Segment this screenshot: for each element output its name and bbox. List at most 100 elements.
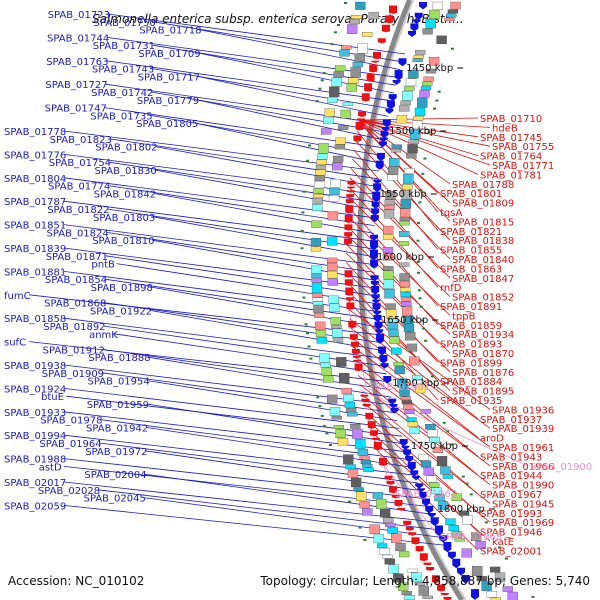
gene-label-text: fumC: [4, 291, 31, 302]
feature-track-1: [382, 1, 501, 600]
gene-label-text: SPAB_01900: [530, 462, 592, 473]
gene-label-left: pntB: [91, 260, 115, 271]
gene-label-right: SPAB_01993: [480, 509, 542, 520]
gene-label-right: rnfD: [440, 283, 462, 294]
gene-label-right: SPAB_01781: [480, 170, 542, 181]
gene-label-text: SPAB_01943: [480, 452, 542, 463]
gene-label-text: SPAB_01763: [46, 57, 108, 68]
scale-tick-label: 1650 kbp: [381, 315, 428, 326]
gene-label-text: SPAB_01851: [4, 221, 66, 232]
gene-label-text: SPAB_01892: [43, 322, 105, 333]
gene-label-left: SPAB_01804: [4, 174, 66, 185]
gene-connector: [345, 233, 451, 335]
gene-label-text: SPAB_01744: [47, 33, 109, 44]
gene-label-right: SPAB_01788: [452, 180, 514, 191]
gene-label-left: SPAB_01909: [42, 369, 104, 380]
gene-connector: [63, 224, 375, 265]
gene-label-text: SPAB_01990: [492, 481, 554, 492]
gene-connector: [109, 138, 379, 180]
gene-label-text: SPAB_01815: [452, 217, 514, 228]
gene-label-right: SPAB_01899: [440, 358, 502, 369]
gene-label-left: SPAB_01754: [49, 158, 111, 169]
gene-label-text: SPAB_01881: [4, 267, 66, 278]
gene-connector: [154, 169, 376, 211]
gene-label-pink: SPAB_01968: [440, 532, 502, 543]
gene-label-right: SPAB_01821: [440, 227, 502, 238]
gene-connector: [356, 130, 439, 232]
gene-label-text: SPAB_01863: [440, 264, 502, 275]
gene-label-text: SPAB_01802: [95, 143, 157, 154]
gene-label-left: SPAB_01747: [45, 104, 107, 115]
gene-label-left: SPAB_01774: [48, 182, 110, 193]
gene-label-left: SPAB_01718: [139, 26, 201, 37]
gene-label-left: SPAB_01779: [137, 96, 199, 107]
gene-connector: [358, 119, 479, 175]
gene-label-text: SPAB_01824: [47, 228, 109, 239]
gene-label-text: SPAB_01710: [480, 114, 542, 125]
gene-label-left: SPAB_01787: [4, 197, 66, 208]
gene-label-text: sufC: [4, 338, 26, 349]
feature-tracks: [300, 1, 535, 600]
gene-label-left: SPAB_01709: [138, 49, 200, 60]
gene-connector: [360, 389, 529, 467]
gene-label-text: SPAB_01821: [440, 227, 502, 238]
gene-label-right: SPAB_01745: [480, 133, 542, 144]
gene-connector: [366, 416, 394, 494]
gene-label-right: SPAB_01801: [440, 189, 502, 200]
gene-label-text: SPAB_01855: [440, 246, 502, 257]
gene-label-text: SPAB_02045: [84, 494, 146, 505]
gene-label-left: SPAB_01898: [91, 283, 153, 294]
gene-label-text: SPAB_01805: [136, 119, 198, 130]
gene-label-left: SPAB_02017: [4, 478, 66, 489]
gene-label-pink: SPAB_01901: [368, 382, 430, 393]
gene-label-text: SPAB_01967: [480, 490, 542, 501]
scale-tick: 1600 kbp: [377, 252, 434, 263]
gene-label-left: SPAB_02028: [38, 486, 100, 497]
gene-label-left: SPAB_01933: [4, 408, 66, 419]
gene-label-text: SPAB_01888: [88, 353, 150, 364]
scale-tick-label: 1450 kbp: [406, 63, 453, 74]
gene-label-text: SPAB_01924: [4, 384, 66, 395]
gene-label-text: SPAB_01842: [94, 189, 156, 200]
gene-label-right: SPAB_02001: [480, 546, 542, 557]
gene-label-right: SPAB_01893: [440, 340, 502, 351]
gene-connector: [358, 119, 451, 185]
feature-track-3: [416, 47, 535, 598]
gene-connector: [63, 247, 376, 289]
gene-connector: [63, 411, 407, 453]
gene-label-left: SPAB_01871: [46, 252, 108, 263]
gene-label-text: SPAB_01937: [480, 415, 542, 426]
gene-label-text: aroD: [480, 434, 504, 445]
gene-label-left: SPAB_01954: [88, 377, 150, 388]
gene-label-text: SPAB_01718: [139, 26, 201, 37]
gene-label-left: SPAB_01938: [4, 361, 66, 372]
gene-label-right: SPAB_01764: [480, 152, 542, 163]
gene-label-text: tqsA: [440, 208, 462, 219]
label-connectors: [29, 13, 529, 551]
gene-label-left: SPAB_01959: [87, 400, 149, 411]
gene-label-text: tppB: [452, 311, 476, 322]
scale-ticks: 1450 kbp 1500 kbp 1550 kbp 1600 kbp 1650 kbp…: [377, 63, 495, 515]
accession-text: Accession: NC_010102: [8, 574, 145, 588]
gene-label-text: SPAB_01809: [452, 199, 514, 210]
gene-label-text: SPAB_02001: [480, 546, 542, 557]
gene-label-left: SPAB_01964: [39, 439, 101, 450]
gene-connector: [353, 149, 439, 250]
gene-label-left: SPAB_01742: [91, 88, 153, 99]
gene-label-left: SPAB_01858: [4, 314, 66, 325]
gene-label-left: SPAB_02045: [84, 494, 146, 505]
gene-connector: [63, 466, 429, 507]
gene-label-text: SPAB_01978: [40, 416, 102, 427]
gene-label-right: SPAB_01969: [492, 518, 554, 529]
gene-label-left: SPAB_01723: [48, 10, 110, 21]
gene-label-text: SPAB_01870: [452, 349, 514, 360]
gene-connector: [63, 154, 377, 195]
gene-label-text: SPAB_01966: [492, 462, 554, 473]
gene-label-text: SPAB_01858: [4, 314, 66, 325]
gene-connector: [346, 271, 451, 373]
gene-connector: [359, 384, 491, 485]
gene-label-left: SPAB_01912: [43, 345, 105, 356]
gene-label-text: SPAB_01735: [90, 111, 152, 122]
feature-track-5: [326, 12, 433, 600]
gene-label-pink: SPAB_01962: [395, 489, 457, 500]
